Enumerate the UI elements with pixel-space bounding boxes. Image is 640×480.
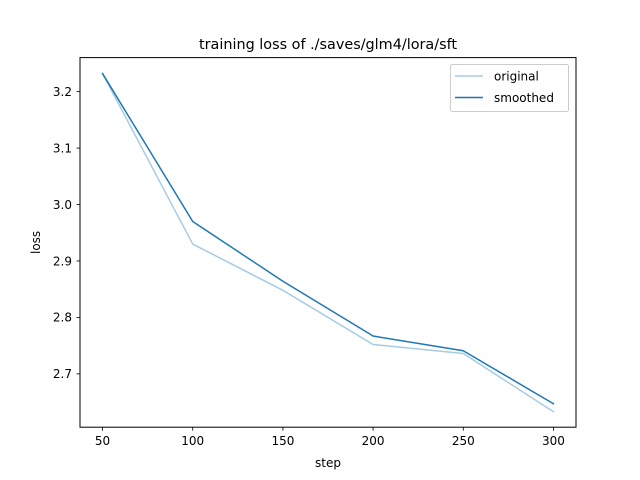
series-line-original — [101, 72, 555, 413]
x-tick-label: 300 — [542, 434, 565, 448]
x-tick-label: 100 — [181, 434, 204, 448]
y-tick-label: 2.7 — [53, 367, 72, 381]
y-tick-label: 3.1 — [53, 141, 72, 155]
x-tick-label: 150 — [271, 434, 294, 448]
x-axis-label: step — [315, 456, 341, 470]
y-tick-label: 3.0 — [53, 198, 72, 212]
x-tick-label: 50 — [95, 434, 110, 448]
x-tick-label: 250 — [452, 434, 475, 448]
chart-title: training loss of ./saves/glm4/lora/sft — [199, 37, 457, 53]
y-tick-label: 3.2 — [53, 85, 72, 99]
y-axis-label: loss — [29, 231, 43, 254]
x-tick-label: 200 — [362, 434, 385, 448]
series-line-smoothed — [101, 72, 555, 405]
legend-label-original: original — [494, 69, 539, 83]
y-tick-label: 2.8 — [53, 311, 72, 325]
y-tick-label: 2.9 — [53, 254, 72, 268]
legend-label-smoothed: smoothed — [494, 91, 554, 105]
legend: original smoothed — [450, 64, 569, 112]
ticks-layer: 50 100 150 200 250 300 2.7 2.8 2.9 3.0 3.1 3.2 — [53, 85, 565, 448]
plot-frame — [79, 57, 577, 428]
series-layer — [101, 72, 555, 413]
